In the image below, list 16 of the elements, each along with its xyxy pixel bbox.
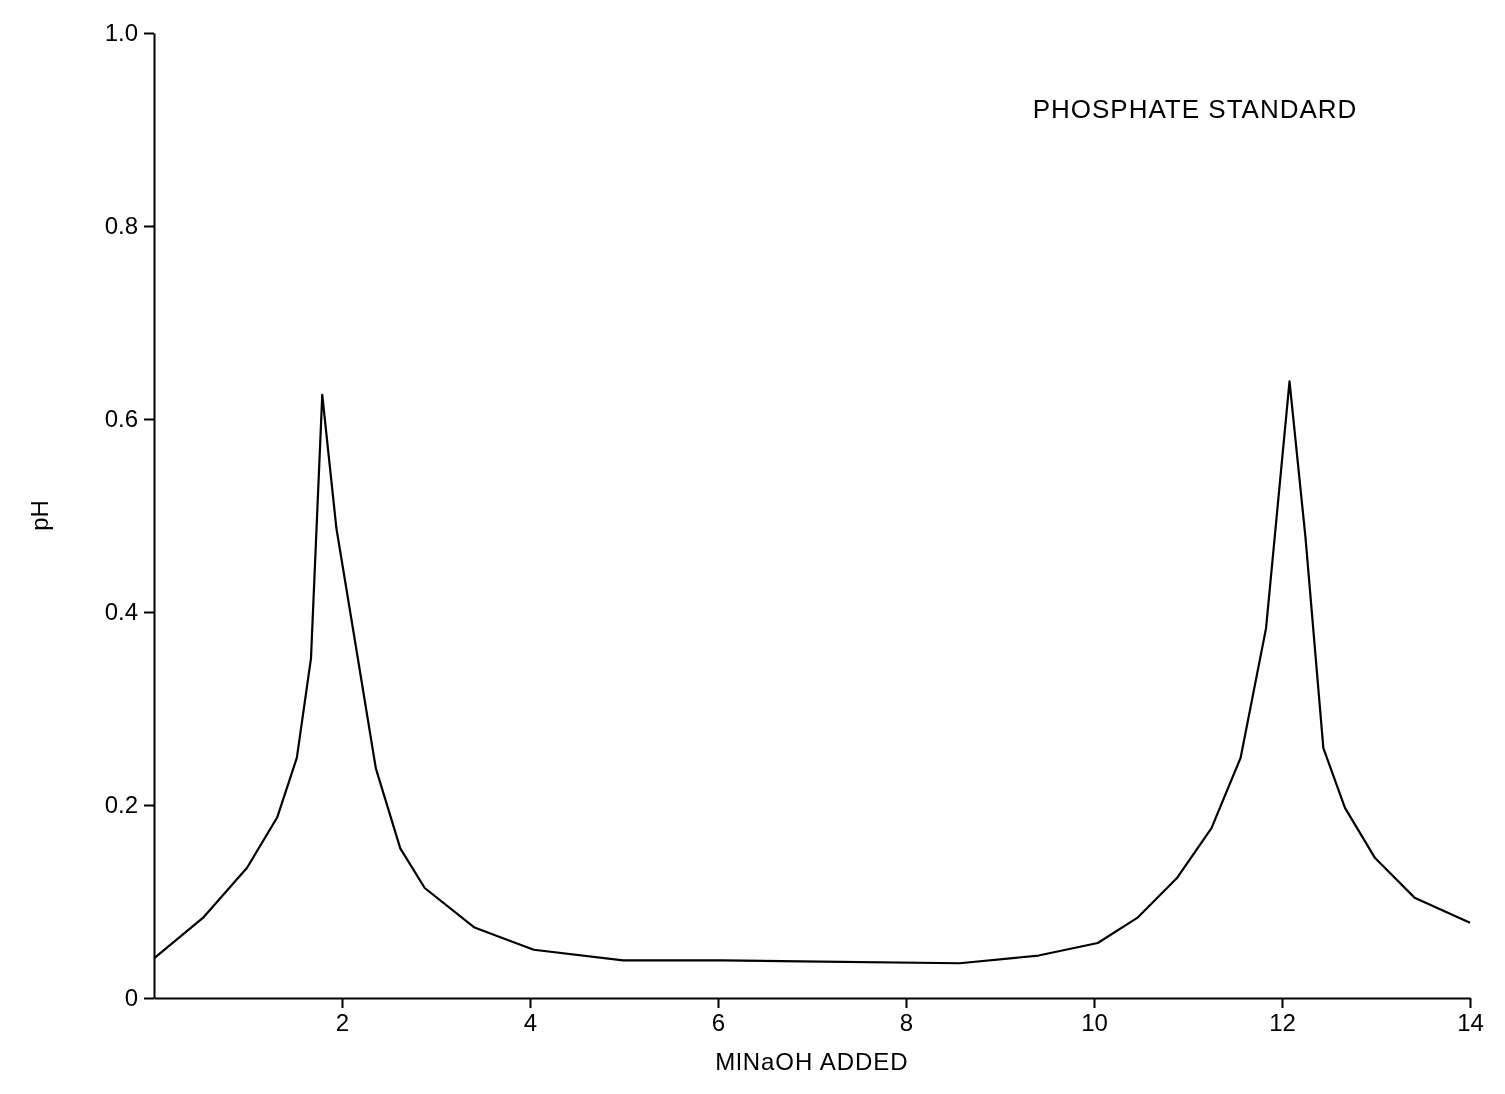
x-axis-title: MlNaOH ADDED	[715, 1048, 909, 1075]
y-axis-title: pH	[26, 500, 53, 531]
text: PHOSPHATE STANDARD	[1032, 94, 1358, 124]
x-tick-label: 10	[1081, 1009, 1108, 1037]
x-tick-label: 14	[1457, 1009, 1484, 1037]
x-tick-label: 6	[711, 1009, 726, 1037]
y-tick-label: 0.2	[104, 791, 138, 819]
x-tick-label: 2	[335, 1009, 350, 1037]
y-tick-label: 0.4	[104, 598, 138, 626]
x-tick-label: 8	[899, 1009, 914, 1037]
y-tick-label: 1.0	[104, 19, 138, 47]
y-tick-label: 0.8	[104, 212, 138, 240]
y-tick-label: 0	[124, 984, 138, 1012]
y-tick-label: 0.6	[104, 405, 138, 433]
x-tick-label: 4	[523, 1009, 538, 1037]
x-tick-label: 12	[1269, 1009, 1296, 1037]
